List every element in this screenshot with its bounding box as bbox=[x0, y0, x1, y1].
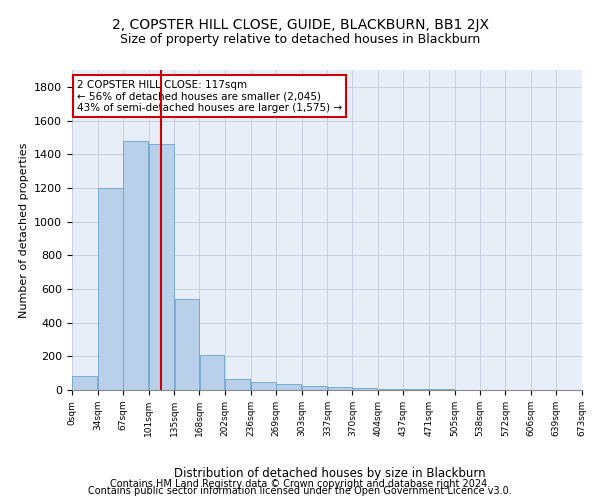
Text: Contains public sector information licensed under the Open Government Licence v3: Contains public sector information licen… bbox=[88, 486, 512, 496]
Bar bbox=[98, 188, 123, 390]
Bar bbox=[404, 389, 428, 390]
Bar bbox=[123, 140, 148, 390]
Text: Distribution of detached houses by size in Blackburn: Distribution of detached houses by size … bbox=[174, 467, 486, 480]
Bar bbox=[302, 386, 326, 390]
Text: Contains HM Land Registry data © Crown copyright and database right 2024.: Contains HM Land Registry data © Crown c… bbox=[110, 479, 490, 489]
Bar bbox=[379, 388, 403, 390]
Y-axis label: Number of detached properties: Number of detached properties bbox=[19, 142, 29, 318]
Bar bbox=[200, 356, 224, 390]
Text: 2 COPSTER HILL CLOSE: 117sqm
← 56% of detached houses are smaller (2,045)
43% of: 2 COPSTER HILL CLOSE: 117sqm ← 56% of de… bbox=[77, 80, 342, 113]
Text: 2, COPSTER HILL CLOSE, GUIDE, BLACKBURN, BB1 2JX: 2, COPSTER HILL CLOSE, GUIDE, BLACKBURN,… bbox=[112, 18, 488, 32]
Bar bbox=[328, 387, 352, 390]
Bar bbox=[276, 384, 301, 390]
Bar bbox=[175, 299, 199, 390]
Text: Size of property relative to detached houses in Blackburn: Size of property relative to detached ho… bbox=[120, 32, 480, 46]
Bar bbox=[226, 379, 250, 390]
Bar bbox=[149, 144, 173, 390]
Bar bbox=[353, 388, 377, 390]
Bar bbox=[73, 376, 97, 390]
Bar bbox=[251, 382, 276, 390]
